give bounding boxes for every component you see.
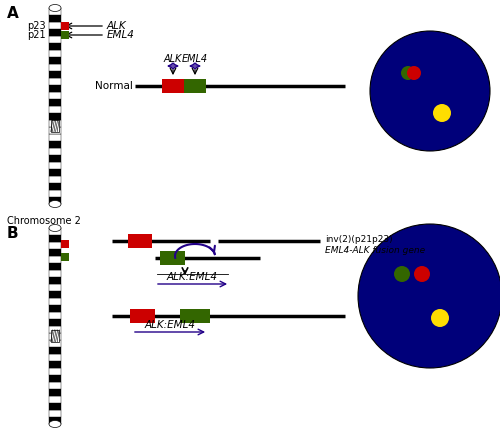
Bar	[130, 309, 155, 323]
Bar	[49, 305, 61, 312]
Bar	[49, 382, 61, 389]
Circle shape	[414, 266, 430, 282]
Bar	[49, 113, 61, 120]
Text: EML4: EML4	[107, 30, 135, 40]
Text: Normal: Normal	[95, 81, 133, 91]
Bar	[49, 120, 61, 127]
Bar	[49, 242, 61, 249]
Bar	[49, 85, 61, 92]
Bar	[49, 396, 61, 403]
Text: p23: p23	[28, 21, 46, 31]
Circle shape	[370, 31, 490, 151]
Bar	[49, 389, 61, 396]
Bar	[49, 270, 61, 277]
Bar	[49, 298, 61, 305]
Text: ALK:EML4: ALK:EML4	[144, 320, 196, 330]
Text: A: A	[7, 6, 19, 21]
Text: p21: p21	[28, 30, 46, 40]
Bar	[49, 50, 61, 57]
Bar	[49, 141, 61, 148]
Bar	[49, 99, 61, 106]
Bar	[49, 57, 61, 64]
Circle shape	[407, 66, 421, 80]
Bar	[49, 361, 61, 368]
Bar	[49, 15, 61, 22]
Bar	[49, 256, 61, 263]
Ellipse shape	[49, 201, 61, 208]
Text: ALK: ALK	[107, 21, 126, 31]
Bar	[49, 162, 61, 169]
Bar	[61, 22, 69, 30]
Bar	[160, 251, 185, 265]
Text: B: B	[7, 226, 18, 241]
Ellipse shape	[49, 4, 61, 11]
Bar	[49, 417, 61, 424]
Bar	[49, 277, 61, 284]
Bar	[49, 333, 61, 340]
Bar	[49, 326, 61, 333]
Bar	[49, 8, 61, 15]
Bar	[51, 119, 59, 132]
Text: EML4-ALK fusion gene: EML4-ALK fusion gene	[325, 245, 425, 255]
Bar	[162, 79, 184, 93]
Text: EML4: EML4	[182, 54, 208, 64]
Bar	[49, 263, 61, 270]
Bar	[184, 79, 206, 93]
Bar	[49, 64, 61, 71]
Bar	[49, 403, 61, 410]
Bar	[49, 375, 61, 382]
Bar	[49, 340, 61, 347]
Text: inv(2)(p21p23): inv(2)(p21p23)	[325, 235, 392, 243]
Bar	[49, 176, 61, 183]
Text: ALK: ALK	[164, 54, 182, 64]
Text: Chromosome 2: Chromosome 2	[7, 216, 81, 226]
Circle shape	[431, 309, 449, 327]
Bar	[49, 319, 61, 326]
Bar	[49, 22, 61, 29]
Bar	[49, 155, 61, 162]
Bar	[49, 134, 61, 141]
Bar	[49, 36, 61, 43]
Ellipse shape	[49, 225, 61, 232]
Text: ALK:EML4: ALK:EML4	[167, 272, 218, 282]
Bar	[51, 330, 59, 342]
Bar	[49, 43, 61, 50]
Bar	[49, 284, 61, 291]
Bar	[49, 169, 61, 176]
Bar	[49, 92, 61, 99]
Bar	[61, 240, 69, 248]
Bar	[49, 228, 61, 235]
Bar	[49, 354, 61, 361]
Bar	[180, 309, 210, 323]
Bar	[49, 368, 61, 375]
Bar	[49, 312, 61, 319]
Bar	[49, 249, 61, 256]
Bar	[128, 234, 152, 248]
Bar	[49, 29, 61, 36]
Bar	[49, 190, 61, 197]
Circle shape	[433, 104, 451, 122]
Bar	[61, 31, 69, 39]
Bar	[49, 71, 61, 78]
Bar	[49, 235, 61, 242]
Bar	[49, 78, 61, 85]
Bar	[49, 183, 61, 190]
Bar	[49, 291, 61, 298]
Bar	[49, 410, 61, 417]
Bar	[49, 197, 61, 204]
Circle shape	[394, 266, 410, 282]
Bar	[49, 127, 61, 134]
Bar	[61, 253, 69, 261]
Circle shape	[401, 66, 415, 80]
Circle shape	[358, 224, 500, 368]
Bar	[49, 347, 61, 354]
Bar	[49, 148, 61, 155]
Ellipse shape	[49, 420, 61, 428]
Bar	[49, 106, 61, 113]
